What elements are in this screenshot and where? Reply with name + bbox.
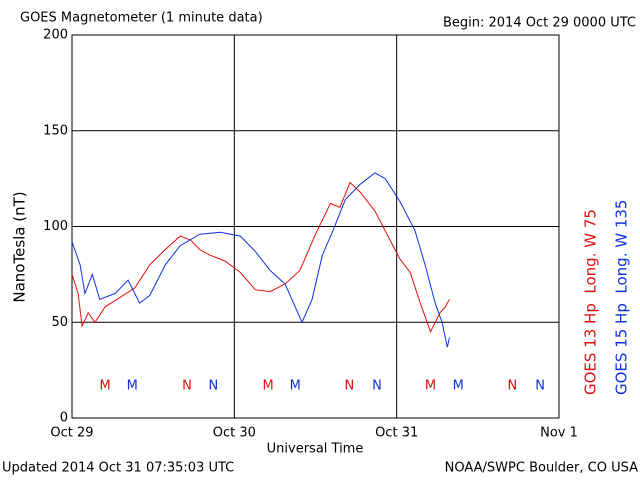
footer-right: NOAA/SWPC Boulder, CO USA <box>445 461 638 476</box>
annotation: N <box>344 379 354 394</box>
x-tick-label: Nov 1 <box>540 426 578 441</box>
x-tick-label: Oct 31 <box>375 426 418 441</box>
annotation: M <box>263 379 274 394</box>
annotation: M <box>425 379 436 394</box>
annotation: M <box>453 379 464 394</box>
x-tick-label: Oct 30 <box>213 426 256 441</box>
annotation: M <box>127 379 138 394</box>
annotation: N <box>208 379 218 394</box>
legend-entry: GOES 13 Hp Long. W 75 <box>582 209 600 395</box>
footer-left: Updated 2014 Oct 31 07:35:03 UTC <box>2 461 234 476</box>
series-line <box>71 172 450 348</box>
series-line <box>71 181 450 334</box>
y-tick-label: 150 <box>43 123 68 138</box>
legend-entry: GOES 15 Hp Long. W 135 <box>613 200 631 395</box>
x-tick-label: Oct 29 <box>50 426 93 441</box>
y-tick-label: 50 <box>51 315 68 330</box>
annotation: N <box>182 379 192 394</box>
annotation: N <box>535 379 545 394</box>
annotation: N <box>507 379 517 394</box>
annotation: M <box>290 379 301 394</box>
y-tick-label: 100 <box>43 219 68 234</box>
chart-title: GOES Magnetometer (1 minute data) <box>20 11 263 26</box>
annotation: M <box>100 379 111 394</box>
annotation: N <box>372 379 382 394</box>
y-tick-label: 200 <box>43 28 68 43</box>
x-axis-label: Universal Time <box>267 442 364 457</box>
y-tick-label: 0 <box>60 411 68 426</box>
y-axis-label: NanoTesla (nT) <box>11 191 29 302</box>
chart-subtitle: Begin: 2014 Oct 29 0000 UTC <box>443 16 636 31</box>
